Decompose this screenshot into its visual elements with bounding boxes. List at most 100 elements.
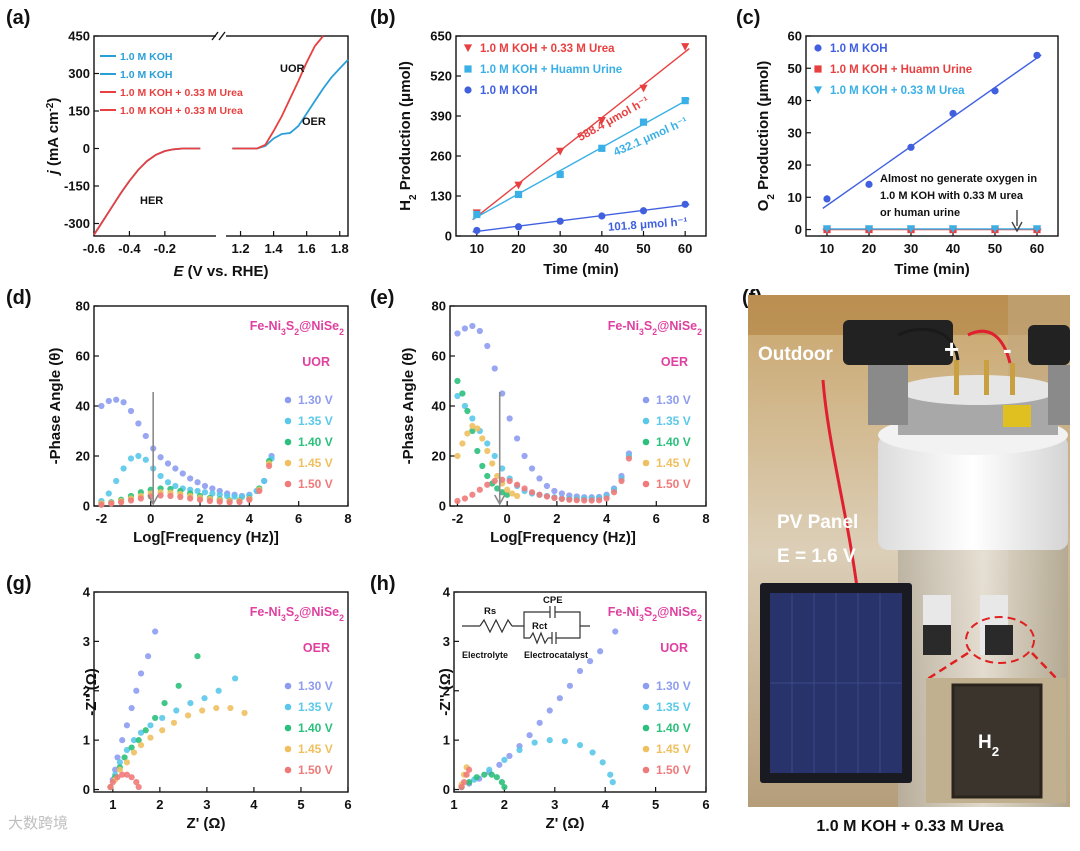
note-text: or human urine <box>880 207 960 219</box>
legend-label: 1.0 M KOH + Huamn Urine <box>830 64 972 76</box>
data-point <box>551 494 558 502</box>
legend-label: 1.0 M KOH + 0.33 M Urea <box>120 105 243 117</box>
x-axis-label: Log[Frequency (Hz)] <box>490 529 636 546</box>
circuit-rs: Rs <box>484 606 496 617</box>
series-1-0-m-koh-huamn-urine <box>472 97 690 221</box>
reaction-label: OER <box>661 355 688 369</box>
data-point <box>639 118 648 126</box>
data-point <box>473 226 481 235</box>
circuit-cpe: CPE <box>543 595 563 606</box>
data-point <box>226 499 233 506</box>
y-tick-label: 80 <box>76 299 90 314</box>
legend-marker <box>642 438 650 446</box>
series-1-35-v <box>454 392 633 502</box>
axis-break-mark <box>218 31 226 41</box>
data-point <box>581 497 588 504</box>
x-tick-label: 6 <box>344 797 351 812</box>
data-point <box>172 465 179 472</box>
fit-line <box>472 48 690 221</box>
data-point <box>610 489 618 496</box>
data-point <box>599 759 606 766</box>
data-point <box>536 491 543 498</box>
circuit-electrocatalyst: Electrocatalyst <box>524 650 588 660</box>
data-point <box>486 766 493 773</box>
x-tick-label: 1.6 <box>298 241 316 256</box>
data-point <box>256 487 263 495</box>
series-1-30-v <box>107 628 159 791</box>
data-point <box>147 734 154 741</box>
x-tick-label: 6 <box>702 797 709 812</box>
annotation-her: HER <box>140 195 163 207</box>
circuit-wire <box>555 611 590 627</box>
x-tick-label: -0.6 <box>83 241 105 256</box>
data-point <box>144 653 152 660</box>
data-point <box>130 749 138 756</box>
x-tick-label: 6 <box>653 511 660 526</box>
data-point <box>609 779 616 786</box>
data-point <box>558 490 565 497</box>
legend-label: 1.0 M KOH <box>120 51 173 63</box>
marker-arrowhead <box>147 494 159 506</box>
legend-label: 1.0 M KOH + 0.33 M Urea <box>480 43 615 55</box>
x-tick-label: 60 <box>1030 241 1044 256</box>
data-point <box>543 482 551 490</box>
data-point <box>618 477 625 485</box>
data-point <box>865 180 873 188</box>
data-point <box>105 490 112 497</box>
x-tick-label: 40 <box>946 241 960 256</box>
data-point <box>463 771 470 778</box>
data-point <box>127 407 135 415</box>
y-tick-label: -300 <box>64 216 90 231</box>
x-axis-label: Z' (Ω) <box>187 815 226 832</box>
panel-b-label: (b) <box>370 7 396 29</box>
data-point <box>498 779 505 786</box>
data-point <box>114 754 121 761</box>
x-tick-label: 30 <box>553 241 567 256</box>
data-point <box>566 496 573 503</box>
data-point <box>479 435 486 442</box>
data-point <box>120 465 127 472</box>
y-axis-label: j (mA cm-2) <box>45 98 63 177</box>
series-1-40-v <box>454 377 511 498</box>
data-point <box>473 774 480 781</box>
data-point <box>119 737 126 744</box>
x-axis-label: Z' (Ω) <box>546 815 585 832</box>
data-point <box>201 489 209 496</box>
data-point <box>521 485 528 492</box>
legend-label: 1.40 V <box>298 435 333 449</box>
data-point <box>484 342 491 350</box>
data-point <box>586 658 594 665</box>
data-point <box>907 143 915 151</box>
annotation-oer: OER <box>302 116 326 128</box>
x-tick-label: 2 <box>196 511 203 526</box>
note-arrowhead <box>1011 221 1023 233</box>
data-point <box>142 456 149 463</box>
data-point <box>526 732 533 739</box>
data-point <box>681 97 689 105</box>
data-point <box>173 707 180 714</box>
data-point <box>463 44 473 53</box>
data-point <box>454 392 461 400</box>
chart-c: 10 20 30 40 50 60 0 10 20 30 40 50 60 1.0 M KOH 1.0 M … <box>755 29 1059 278</box>
data-point <box>469 491 476 498</box>
data-point <box>135 420 142 427</box>
legend-label: 1.30 V <box>656 393 691 407</box>
data-point <box>454 497 461 505</box>
watermark: 大数跨境 <box>8 815 69 832</box>
series-1-0-m-koh <box>472 200 690 235</box>
data-point <box>469 322 476 330</box>
y-tick-label: 20 <box>788 158 802 173</box>
data-point <box>261 477 268 485</box>
y-tick-label: 3 <box>443 634 450 649</box>
data-point <box>598 144 606 152</box>
data-point <box>119 771 126 778</box>
y-tick-label: 150 <box>68 104 90 119</box>
x-tick-label: 4 <box>246 511 254 526</box>
x-axis-label: Time (min) <box>543 261 619 278</box>
y-tick-label: 1 <box>83 733 90 748</box>
data-point <box>265 462 273 470</box>
data-point <box>157 492 164 499</box>
series-1-50-v <box>98 462 273 508</box>
data-point <box>991 87 999 95</box>
data-point <box>464 430 471 437</box>
